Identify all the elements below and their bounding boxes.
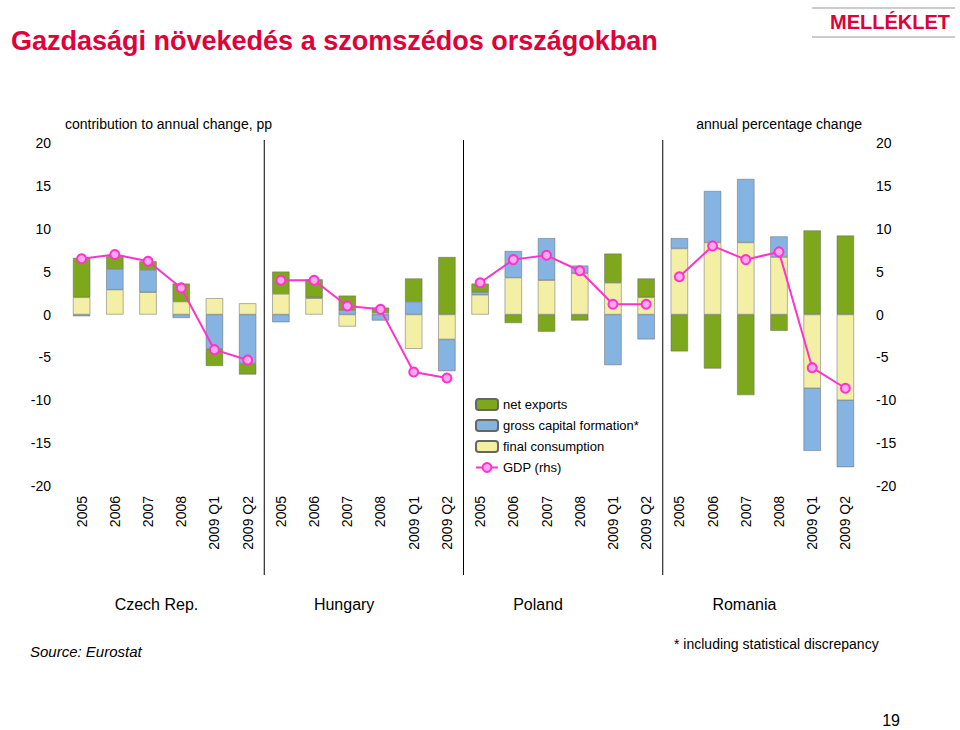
svg-text:Romania: Romania: [712, 596, 776, 613]
svg-text:MELLÉKLET: MELLÉKLET: [830, 11, 950, 33]
svg-text:2006: 2006: [306, 496, 322, 527]
svg-text:2008: 2008: [572, 496, 588, 527]
svg-text:2008: 2008: [173, 496, 189, 527]
svg-text:2008: 2008: [372, 496, 388, 527]
svg-text:15: 15: [35, 178, 51, 194]
svg-text:2007: 2007: [539, 496, 555, 527]
svg-text:19: 19: [882, 712, 900, 729]
svg-text:5: 5: [876, 264, 884, 280]
svg-text:-20: -20: [876, 478, 896, 494]
svg-text:0: 0: [43, 307, 51, 323]
svg-text:-20: -20: [31, 478, 51, 494]
svg-text:2009 Q1: 2009 Q1: [605, 496, 621, 550]
svg-text:2005: 2005: [74, 496, 90, 527]
svg-text:final consumption: final consumption: [503, 439, 604, 454]
svg-text:2007: 2007: [339, 496, 355, 527]
svg-text:2005: 2005: [472, 496, 488, 527]
svg-text:-15: -15: [31, 435, 51, 451]
svg-text:2005: 2005: [273, 496, 289, 527]
svg-text:-5: -5: [39, 349, 52, 365]
svg-text:15: 15: [876, 178, 892, 194]
svg-text:GDP (rhs): GDP (rhs): [503, 460, 561, 475]
svg-text:2006: 2006: [505, 496, 521, 527]
svg-text:-15: -15: [876, 435, 896, 451]
svg-text:2007: 2007: [738, 496, 754, 527]
svg-text:Gazdasági növekedés a szomszéd: Gazdasági növekedés a szomszédos országo…: [11, 26, 658, 56]
svg-text:-5: -5: [876, 349, 889, 365]
svg-text:annual percentage change: annual percentage change: [696, 116, 862, 132]
svg-text:5: 5: [43, 264, 51, 280]
svg-text:* including statistical discre: * including statistical discrepancy: [674, 636, 879, 652]
svg-text:20: 20: [35, 135, 51, 151]
svg-text:-10: -10: [31, 392, 51, 408]
svg-text:net exports: net exports: [503, 397, 568, 412]
svg-text:20: 20: [876, 135, 892, 151]
svg-text:Hungary: Hungary: [314, 596, 374, 613]
svg-text:2009 Q2: 2009 Q2: [638, 496, 654, 550]
svg-text:2008: 2008: [771, 496, 787, 527]
svg-text:2005: 2005: [671, 496, 687, 527]
svg-text:contribution to annual change,: contribution to annual change, pp: [65, 116, 272, 132]
svg-text:2009 Q1: 2009 Q1: [804, 496, 820, 550]
svg-text:Czech Rep.: Czech Rep.: [115, 596, 199, 613]
svg-text:0: 0: [876, 307, 884, 323]
svg-text:2006: 2006: [107, 496, 123, 527]
svg-text:10: 10: [876, 221, 892, 237]
svg-text:Source: Eurostat: Source: Eurostat: [30, 643, 143, 660]
svg-text:2009 Q2: 2009 Q2: [240, 496, 256, 550]
svg-text:10: 10: [35, 221, 51, 237]
svg-text:2009 Q2: 2009 Q2: [439, 496, 455, 550]
svg-text:Poland: Poland: [513, 596, 563, 613]
svg-text:2009 Q1: 2009 Q1: [406, 496, 422, 550]
svg-text:2009 Q1: 2009 Q1: [206, 496, 222, 550]
svg-text:2007: 2007: [140, 496, 156, 527]
svg-text:2009 Q2: 2009 Q2: [837, 496, 853, 550]
svg-text:2006: 2006: [705, 496, 721, 527]
svg-text:-10: -10: [876, 392, 896, 408]
svg-text:gross capital formation*: gross capital formation*: [503, 418, 639, 433]
